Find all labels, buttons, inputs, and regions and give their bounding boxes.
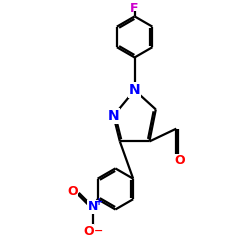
Text: +: + [95, 198, 103, 207]
Text: O: O [174, 154, 185, 167]
Text: N: N [88, 200, 98, 213]
Text: N: N [129, 83, 140, 97]
Text: −: − [93, 226, 103, 236]
Text: O: O [83, 225, 94, 238]
Text: N: N [108, 109, 119, 123]
Text: O: O [67, 185, 78, 198]
Text: F: F [130, 2, 139, 15]
